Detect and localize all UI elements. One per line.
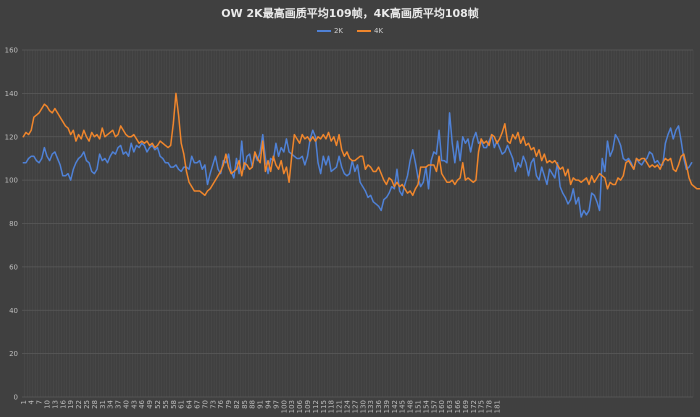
x-tick-label: 121: [336, 400, 344, 413]
x-tick-label: 79: [225, 400, 233, 409]
x-tick-label: 16: [59, 399, 67, 408]
x-tick-label: 43: [130, 400, 138, 409]
x-tick-label: 28: [91, 400, 99, 409]
series-line-4k: [22, 92, 700, 197]
x-tick-label: 154: [422, 399, 430, 413]
x-tick-label: 157: [430, 400, 438, 413]
x-tick-label: 76: [217, 399, 225, 408]
y-tick-label: 140: [5, 90, 18, 98]
legend-item-4k: 4K: [357, 27, 383, 35]
x-tick-label: 97: [272, 400, 280, 409]
chart-title: OW 2K最高画质平均109帧，4K高画质平均108帧: [221, 7, 479, 20]
x-tick-label: 46: [138, 399, 146, 408]
x-tick-label: 175: [478, 400, 486, 413]
x-tick-label: 136: [375, 399, 383, 413]
legend-item-2k: 2K: [316, 27, 343, 35]
x-tick-label: 70: [201, 400, 209, 409]
x-tick-label: 160: [438, 400, 446, 413]
y-tick-label: 120: [5, 133, 18, 141]
x-tick-label: 124: [343, 399, 351, 413]
x-tick-label: 148: [407, 400, 415, 413]
x-tick-label: 73: [209, 400, 217, 409]
x-tick-label: 1: [20, 400, 28, 404]
x-tick-label: 31: [99, 400, 107, 409]
x-tick-label: 130: [359, 400, 367, 413]
x-tick-label: 58: [170, 400, 178, 409]
x-tick-label: 40: [122, 400, 130, 409]
x-tick-label: 52: [154, 400, 162, 409]
x-tick-label: 4: [28, 399, 36, 404]
x-tick-label: 103: [288, 400, 296, 413]
y-tick-label: 60: [9, 263, 18, 271]
x-tick-label: 169: [462, 400, 470, 413]
x-tick-label: 127: [351, 400, 359, 413]
x-tick-label: 88: [249, 400, 257, 409]
x-tick-label: 25: [83, 400, 91, 409]
x-tick-label: 109: [304, 400, 312, 413]
x-tick-label: 91: [257, 400, 265, 409]
x-tick-label: 94: [265, 399, 273, 408]
x-tick-label: 100: [280, 400, 288, 413]
chart-legend: 2K 4K: [0, 27, 700, 35]
x-tick-label: 82: [233, 400, 241, 409]
x-tick-label: 142: [391, 400, 399, 413]
x-tick-label: 118: [328, 400, 336, 413]
x-tick-label: 67: [193, 400, 201, 409]
x-tick-label: 178: [486, 400, 494, 413]
series-line-2k: [22, 112, 693, 218]
y-tick-label: 0: [14, 394, 18, 402]
legend-swatch-2k: [316, 30, 331, 32]
x-tick-label: 166: [454, 399, 462, 413]
x-tick-label: 115: [320, 400, 328, 413]
x-tick-label: 34: [107, 399, 115, 408]
legend-label-2k: 2K: [333, 27, 343, 35]
x-tick-label: 163: [446, 400, 454, 413]
x-tick-label: 172: [470, 400, 478, 413]
y-tick-label: 80: [9, 220, 18, 228]
x-tick-label: 61: [178, 400, 186, 409]
x-tick-label: 85: [241, 400, 249, 409]
x-tick-label: 37: [115, 400, 123, 409]
x-tick-label: 7: [36, 400, 44, 404]
legend-swatch-4k: [357, 30, 371, 32]
y-tick-label: 100: [5, 177, 18, 185]
y-tick-label: 20: [9, 350, 18, 358]
y-tick-label: 160: [5, 47, 18, 55]
y-tick-label: 40: [9, 307, 18, 315]
x-tick-label: 55: [162, 400, 170, 409]
x-tick-label: 139: [383, 400, 391, 413]
x-tick-label: 112: [312, 400, 320, 413]
legend-label-4k: 4K: [374, 27, 384, 35]
x-tick-label: 22: [75, 400, 83, 409]
x-tick-label: 133: [367, 400, 375, 413]
x-tick-label: 13: [51, 400, 59, 409]
x-tick-label: 181: [493, 400, 501, 413]
x-tick-label: 49: [146, 400, 154, 409]
x-tick-label: 145: [399, 400, 407, 413]
x-tick-label: 106: [296, 399, 304, 413]
x-tick-label: 10: [43, 400, 51, 409]
x-tick-label: 151: [415, 400, 423, 413]
x-tick-label: 19: [67, 400, 75, 409]
x-tick-label: 64: [186, 399, 194, 408]
